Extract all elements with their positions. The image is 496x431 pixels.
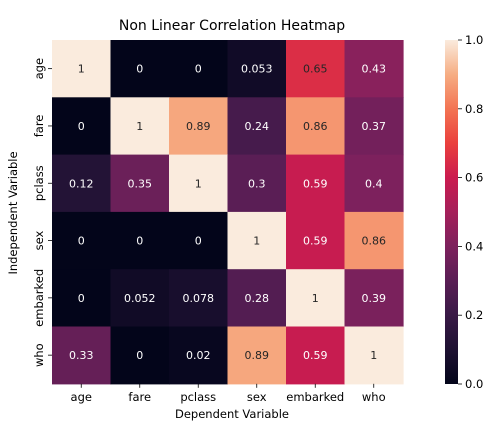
cell-annotation: 0 xyxy=(78,235,85,248)
heatmap-cell xyxy=(344,40,404,98)
heatmap-cell xyxy=(52,40,112,98)
cell-annotation: 0.65 xyxy=(303,63,328,76)
cell-annotation: 0.3 xyxy=(248,177,266,190)
cell-annotation: 0 xyxy=(195,235,202,248)
cell-annotation: 0.33 xyxy=(69,349,94,362)
cell-annotation: 0 xyxy=(136,235,143,248)
heatmap-cell xyxy=(286,40,346,98)
heatmap-cell xyxy=(286,97,346,156)
cell-annotation: 0.078 xyxy=(183,292,215,305)
x-tick-label: sex xyxy=(247,390,267,404)
cell-annotation: 0.4 xyxy=(365,177,383,190)
heatmap-cell xyxy=(344,211,404,270)
y-tick-label: fare xyxy=(32,115,46,138)
cell-annotation: 0.39 xyxy=(362,292,387,305)
heatmap-cell xyxy=(169,97,229,156)
heatmap-cell xyxy=(344,154,404,213)
colorbar-tick-label: 0.2 xyxy=(465,308,483,322)
cell-annotation: 0.89 xyxy=(186,120,211,133)
heatmap-cell xyxy=(110,269,170,328)
heatmap-cell xyxy=(110,326,170,385)
x-axis-ticks: age fare pclass sex embarked who xyxy=(71,383,386,404)
heatmap-cell xyxy=(286,154,346,213)
heatmap-cell xyxy=(227,326,287,385)
heatmap-cell xyxy=(52,326,112,385)
cell-annotation: 1 xyxy=(136,120,143,133)
heatmap-cell xyxy=(227,40,287,98)
cell-annotation: 0.02 xyxy=(186,349,211,362)
cell-annotation: 0.59 xyxy=(303,349,328,362)
heatmap-cell xyxy=(344,97,404,156)
y-tick-label: pclass xyxy=(32,165,46,201)
heatmap-cell xyxy=(52,269,112,328)
colorbar-tick-label: 1.0 xyxy=(465,33,483,47)
chart-title: Non Linear Correlation Heatmap xyxy=(119,18,345,34)
cell-annotation: 0.053 xyxy=(241,63,273,76)
y-tick-label: sex xyxy=(32,231,46,251)
cell-annotation: 0.35 xyxy=(128,177,153,190)
cell-annotation: 1 xyxy=(78,63,85,76)
cell-annotation: 0.12 xyxy=(69,177,94,190)
cell-annotation: 0.86 xyxy=(362,235,387,248)
cell-annotation: 0.59 xyxy=(303,177,328,190)
heatmap-cell xyxy=(169,154,229,213)
heatmap-cells: 1 0 0 0.053 0.65 0.43 0 1 0.89 0.24 0.86 0.37 0.12 0.… xyxy=(52,40,404,385)
cell-annotation: 0.28 xyxy=(245,292,270,305)
colorbar-tick-label: 0.8 xyxy=(465,102,483,116)
heatmap-cell xyxy=(286,326,346,385)
heatmap-cell xyxy=(344,326,404,385)
heatmap-cell xyxy=(227,97,287,156)
heatmap-cell xyxy=(110,154,170,213)
heatmap-cell xyxy=(110,40,170,98)
x-tick-label: age xyxy=(71,390,92,404)
cell-annotation: 0 xyxy=(78,120,85,133)
heatmap-cell xyxy=(169,269,229,328)
colorbar-tick-label: 0.6 xyxy=(465,171,483,185)
colorbar-tick-label: 0.0 xyxy=(465,377,483,391)
y-axis-ticks: age fare pclass sex embarked who xyxy=(32,58,52,367)
cell-annotation: 0 xyxy=(136,349,143,362)
cell-annotation: 1 xyxy=(312,292,319,305)
cell-annotation: 0.052 xyxy=(124,292,156,305)
heatmap-cell xyxy=(52,154,112,213)
heatmap-cell xyxy=(52,97,112,156)
cell-annotation: 0.24 xyxy=(245,120,270,133)
heatmap-cell xyxy=(227,269,287,328)
heatmap-cell xyxy=(286,211,346,270)
heatmap-cell xyxy=(169,326,229,385)
cell-annotation: 0.37 xyxy=(362,120,387,133)
heatmap-cell xyxy=(344,269,404,328)
cell-annotation: 0.86 xyxy=(303,120,328,133)
cell-annotation: 1 xyxy=(370,349,377,362)
cell-annotation: 0 xyxy=(195,63,202,76)
colorbar-tick-label: 0.4 xyxy=(465,239,483,253)
colorbar-ticks: 0.0 0.2 0.4 0.6 0.8 1.0 xyxy=(458,33,483,391)
x-tick-label: fare xyxy=(128,390,151,404)
y-axis-label: Independent Variable xyxy=(6,151,20,274)
heatmap-cell xyxy=(110,211,170,270)
y-tick-label: who xyxy=(32,343,46,367)
colorbar xyxy=(445,40,458,384)
heatmap-cell xyxy=(110,97,170,156)
cell-annotation: 1 xyxy=(253,235,260,248)
heatmap-cell xyxy=(169,40,229,98)
cell-annotation: 0.43 xyxy=(362,63,387,76)
x-tick-label: pclass xyxy=(180,390,216,404)
x-tick-label: who xyxy=(362,390,386,404)
cell-annotation: 0 xyxy=(136,63,143,76)
heatmap-cell xyxy=(52,211,112,270)
cell-annotation: 0.89 xyxy=(245,349,270,362)
cell-annotation: 0.59 xyxy=(303,235,328,248)
heatmap-cell xyxy=(227,211,287,270)
x-tick-label: embarked xyxy=(286,390,344,404)
y-tick-label: age xyxy=(32,58,46,79)
cell-annotation: 1 xyxy=(195,177,202,190)
y-tick-label: embarked xyxy=(32,269,46,327)
heatmap-cell xyxy=(169,211,229,270)
heatmap-cell xyxy=(286,269,346,328)
heatmap-cell xyxy=(227,154,287,213)
cell-annotation: 0 xyxy=(78,292,85,305)
x-axis-label: Dependent Variable xyxy=(175,407,289,421)
